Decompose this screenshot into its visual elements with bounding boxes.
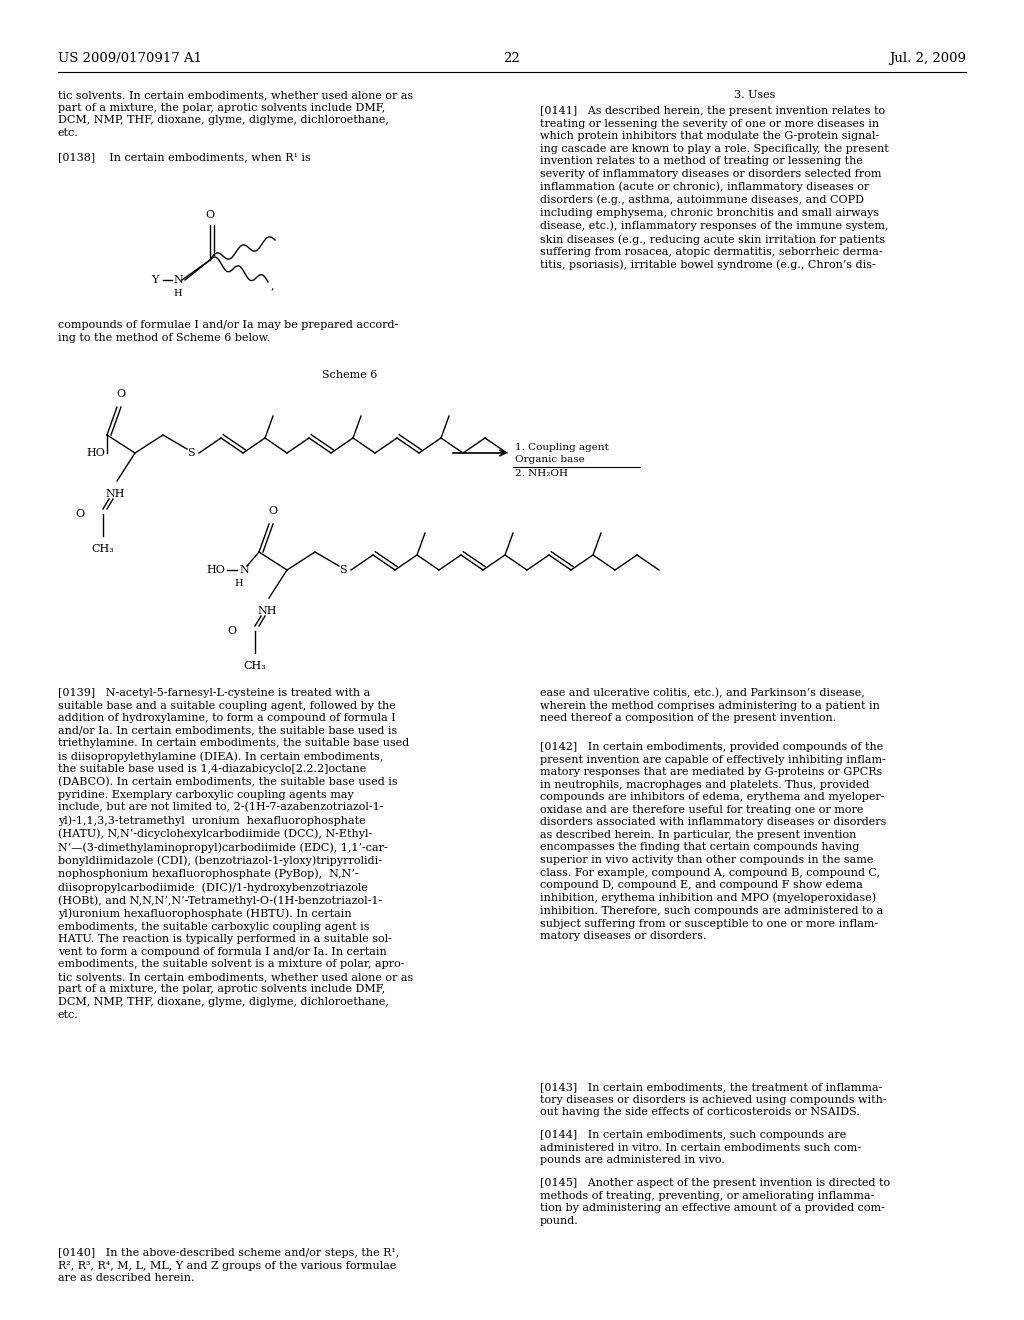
Text: tic solvents. In certain embodiments, whether used alone or as
part of a mixture: tic solvents. In certain embodiments, wh… xyxy=(58,90,414,137)
Text: NH: NH xyxy=(105,488,125,499)
Text: N: N xyxy=(173,275,183,285)
Text: HO: HO xyxy=(206,565,225,576)
Text: S: S xyxy=(187,447,195,458)
Text: S: S xyxy=(339,565,347,576)
Text: ease and ulcerative colitis, etc.), and Parkinson’s disease,
wherein the method : ease and ulcerative colitis, etc.), and … xyxy=(540,688,880,723)
Text: O: O xyxy=(117,389,126,399)
Text: 3. Uses: 3. Uses xyxy=(734,90,776,100)
Text: 22: 22 xyxy=(504,51,520,65)
Text: H: H xyxy=(174,289,182,297)
Text: N: N xyxy=(239,565,249,576)
Text: [0142]   In certain embodiments, provided compounds of the
present invention are: [0142] In certain embodiments, provided … xyxy=(540,742,887,941)
Text: Organic base: Organic base xyxy=(515,455,585,465)
Text: CH₃: CH₃ xyxy=(244,661,266,671)
Text: 2. NH₂OH: 2. NH₂OH xyxy=(515,469,568,478)
Text: [0143]   In certain embodiments, the treatment of inflamma-
tory diseases or dis: [0143] In certain embodiments, the treat… xyxy=(540,1082,887,1117)
Text: O: O xyxy=(76,510,85,519)
Text: 1. Coupling agent: 1. Coupling agent xyxy=(515,444,609,451)
Text: [0139]   N-acetyl-5-farnesyl-L-cysteine is treated with a
suitable base and a su: [0139] N-acetyl-5-farnesyl-L-cysteine is… xyxy=(58,688,414,1019)
Text: H: H xyxy=(234,579,244,589)
Text: NH: NH xyxy=(257,606,276,616)
Text: Y: Y xyxy=(152,275,159,285)
Text: HO: HO xyxy=(86,447,105,458)
Text: ,: , xyxy=(270,280,273,290)
Text: Jul. 2, 2009: Jul. 2, 2009 xyxy=(889,51,966,65)
Text: O: O xyxy=(206,210,215,220)
Text: [0138]    In certain embodiments, when R¹ is: [0138] In certain embodiments, when R¹ i… xyxy=(58,152,310,162)
Text: [0140]   In the above-described scheme and/or steps, the R¹,
R², R³, R⁴, M, L, M: [0140] In the above-described scheme and… xyxy=(58,1247,399,1283)
Text: CH₃: CH₃ xyxy=(91,544,115,554)
Text: O: O xyxy=(228,626,237,636)
Text: [0141]   As described herein, the present invention relates to
treating or lesse: [0141] As described herein, the present … xyxy=(540,106,889,271)
Text: US 2009/0170917 A1: US 2009/0170917 A1 xyxy=(58,51,202,65)
Text: [0144]   In certain embodiments, such compounds are
administered in vitro. In ce: [0144] In certain embodiments, such comp… xyxy=(540,1130,861,1166)
Text: [0145]   Another aspect of the present invention is directed to
methods of treat: [0145] Another aspect of the present inv… xyxy=(540,1177,890,1226)
Text: Scheme 6: Scheme 6 xyxy=(323,370,378,380)
Text: compounds of formulae I and/or Ia may be prepared accord-
ing to the method of S: compounds of formulae I and/or Ia may be… xyxy=(58,319,398,343)
Text: O: O xyxy=(268,506,278,516)
